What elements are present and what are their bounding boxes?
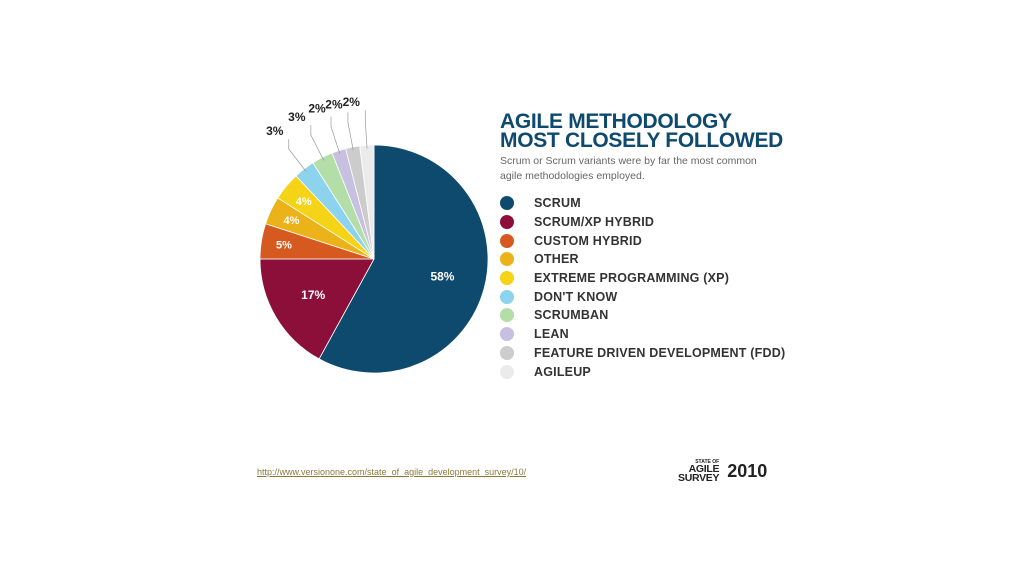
- legend-label: LEAN: [534, 327, 569, 342]
- legend-item: FEATURE DRIVEN DEVELOPMENT (FDD): [500, 344, 785, 363]
- legend-item: DON'T KNOW: [500, 287, 785, 306]
- legend-label: DON'T KNOW: [534, 289, 618, 304]
- slice-label: 4%: [296, 196, 312, 208]
- legend-item: SCRUM/XP HYBRID: [500, 213, 785, 232]
- chart-title-line-2: MOST CLOSELY FOLLOWED: [500, 129, 784, 152]
- legend-swatch: [500, 215, 514, 230]
- legend-label: SCRUM/XP HYBRID: [534, 215, 655, 230]
- legend-label: AGILEUP: [534, 364, 591, 379]
- logo-line-1: AGILE: [688, 463, 720, 475]
- legend-label: CUSTOM HYBRID: [534, 233, 642, 248]
- legend-swatch: [500, 271, 514, 286]
- leader-line: [310, 125, 325, 161]
- legend-item: CUSTOM HYBRID: [500, 231, 785, 250]
- chart-subtitle: Scrum or Scrum variants were by far the …: [500, 155, 757, 182]
- legend-swatch: [500, 364, 514, 379]
- leader-line: [288, 139, 307, 172]
- slice-label: 5%: [276, 240, 292, 252]
- legend-item: SCRUMBAN: [500, 306, 785, 325]
- pie-slice-scrum-xp-hybrid: [259, 258, 375, 360]
- logo-year: 2010: [727, 460, 768, 481]
- legend-label: FEATURE DRIVEN DEVELOPMENT (FDD): [534, 345, 786, 360]
- legend-swatch: [500, 308, 514, 323]
- slice-label: 2%: [343, 95, 361, 109]
- slice-label: 58%: [430, 270, 454, 284]
- legend-item: OTHER: [500, 250, 785, 269]
- slice-label: 3%: [288, 110, 306, 124]
- legend-swatch: [500, 327, 514, 342]
- legend-label: OTHER: [534, 252, 579, 267]
- logo-small-text: STATE OF: [695, 459, 720, 465]
- legend-swatch: [500, 233, 514, 248]
- legend-item: EXTREME PROGRAMMING (XP): [500, 269, 785, 288]
- legend-label: SCRUMBAN: [534, 308, 609, 323]
- slice-label: 17%: [301, 288, 325, 302]
- leader-line: [364, 110, 368, 149]
- legend-swatch: [500, 252, 514, 267]
- legend-item: LEAN: [500, 325, 785, 344]
- legend-label: EXTREME PROGRAMMING (XP): [534, 271, 730, 286]
- slice-label: 2%: [308, 102, 326, 116]
- slice-label: 2%: [325, 97, 343, 111]
- slice-label: 4%: [284, 215, 300, 227]
- survey-logo: STATE OF AGILE SURVEY 2010: [678, 459, 767, 483]
- legend-swatch: [500, 345, 514, 360]
- legend-item: AGILEUP: [500, 362, 785, 381]
- slice-label: 3%: [266, 124, 284, 138]
- chart-title: AGILE METHODOLOGY MOST CLOSELY FOLLOWED: [500, 110, 784, 152]
- pie-slice-scrum: [318, 144, 489, 374]
- legend-swatch: [500, 196, 514, 211]
- leader-line: [330, 116, 341, 154]
- chart-title-line-1: AGILE METHODOLOGY: [500, 110, 732, 133]
- legend-swatch: [500, 289, 514, 304]
- legend-item: SCRUM: [500, 194, 785, 213]
- legend-label: SCRUM: [534, 196, 581, 211]
- source-link[interactable]: http://www.versionone.com/state_of_agile…: [257, 467, 527, 477]
- leader-line: [347, 112, 354, 151]
- logo-line-2: SURVEY: [678, 472, 720, 484]
- legend: SCRUM SCRUM/XP HYBRID CUSTOM HYBRID OTHER EX…: [500, 194, 785, 381]
